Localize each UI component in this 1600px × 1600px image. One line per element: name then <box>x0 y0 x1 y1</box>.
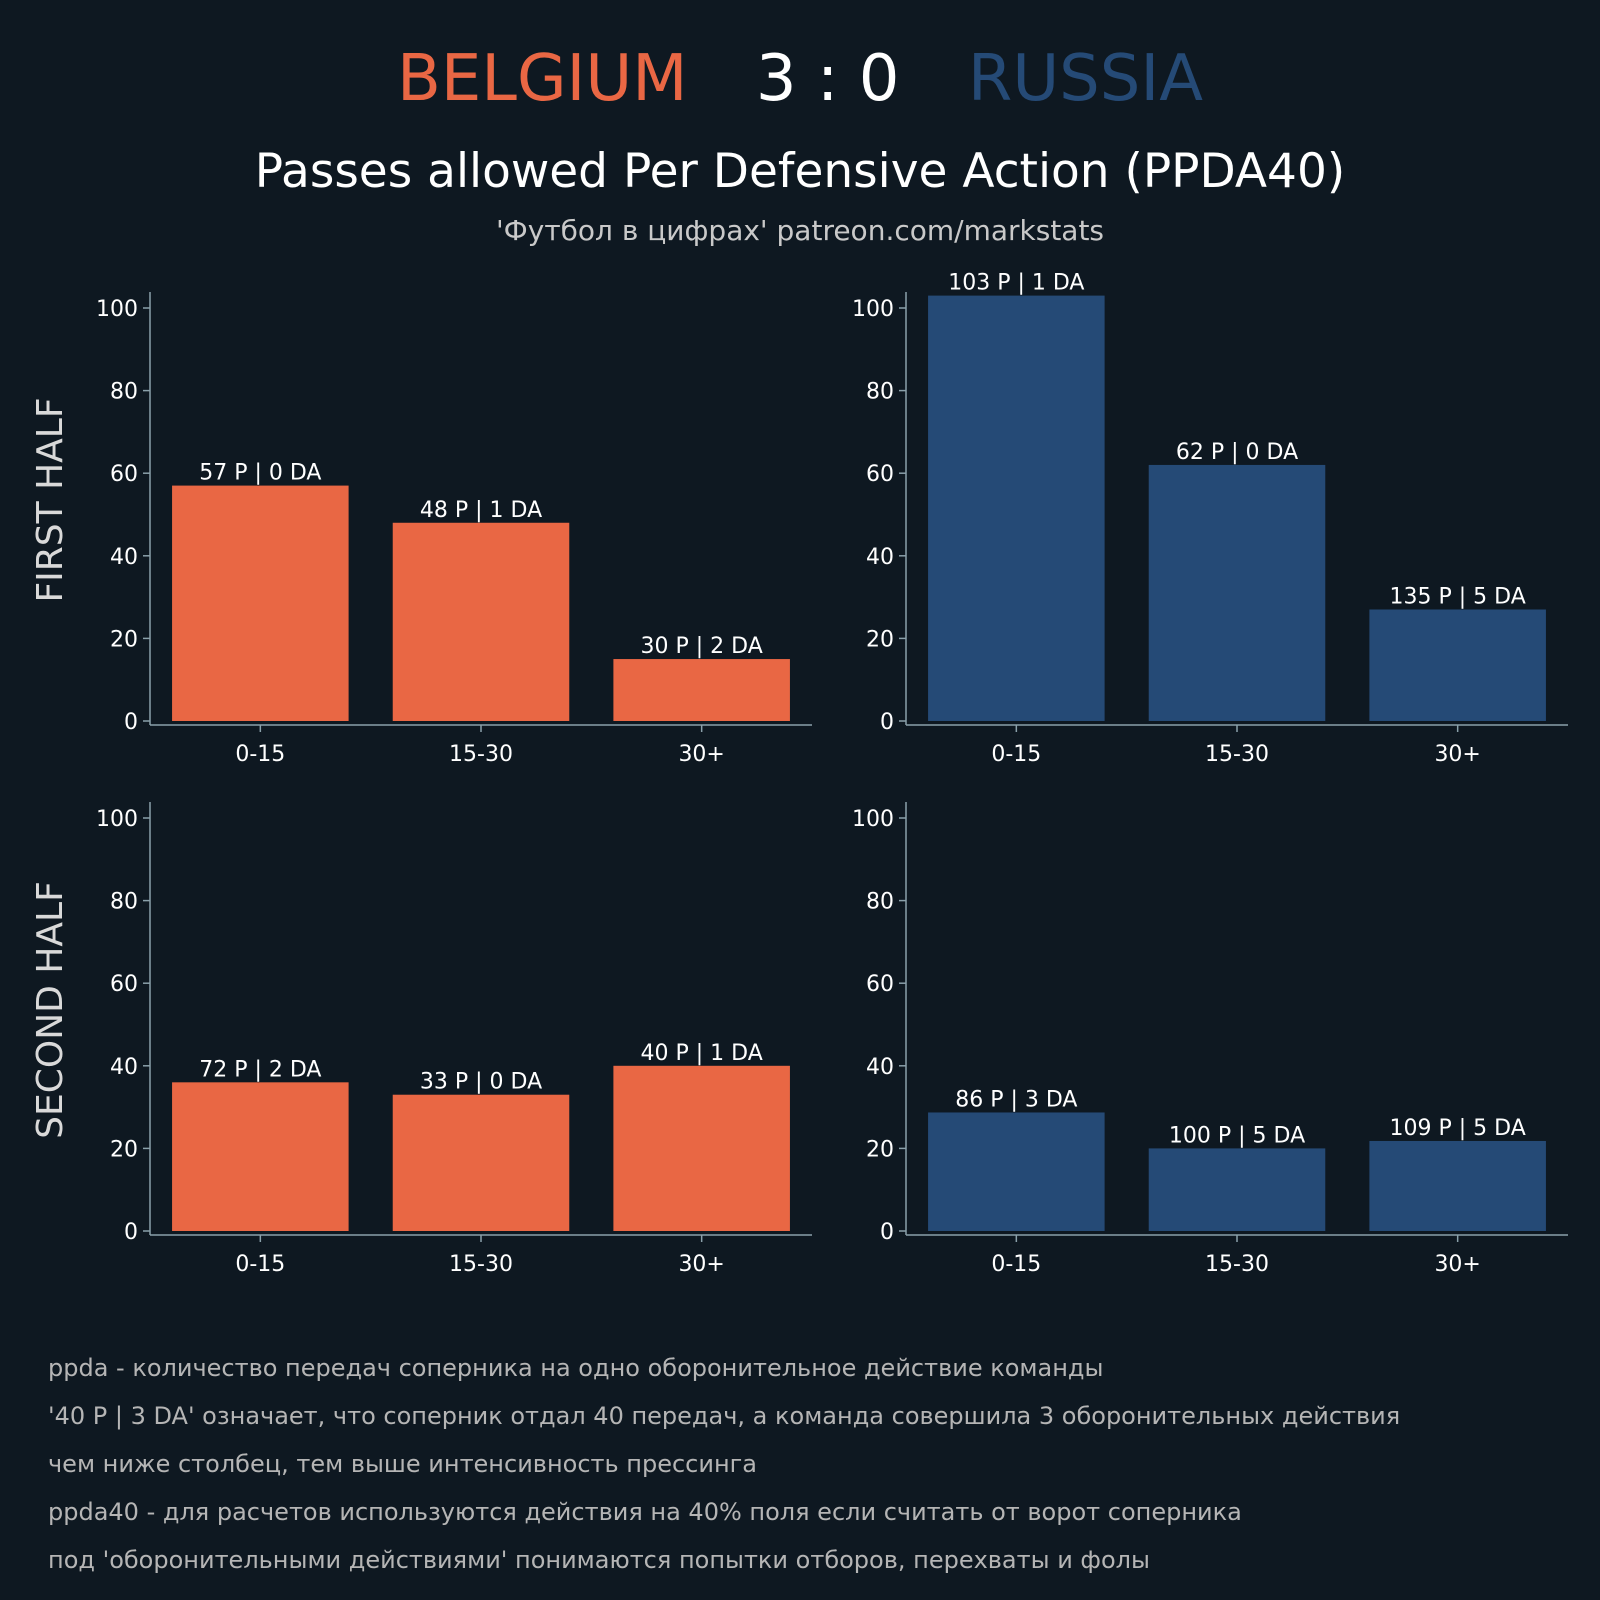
bar-data-label: 72 P | 2 DA <box>199 1057 321 1082</box>
x-tick-label: 30+ <box>678 742 724 767</box>
bar-data-label: 135 P | 5 DA <box>1390 584 1526 609</box>
bar-panel-belgium-first-half: 0 20 40 60 80 100 57 P | 0 DA 0-15 48 P | 1 DA 15… <box>96 292 812 767</box>
y-tick-label: 20 <box>866 627 894 652</box>
x-tick-label: 15-30 <box>1205 1252 1269 1277</box>
bar-data-label: 40 P | 1 DA <box>641 1041 763 1066</box>
y-tick-label: 80 <box>110 380 138 405</box>
bar-0-15 <box>928 1112 1105 1231</box>
note-line: чем ниже столбец, тем выше интенсивность… <box>48 1450 757 1478</box>
bar-data-label: 33 P | 0 DA <box>420 1070 542 1095</box>
x-tick-label: 15-30 <box>449 742 513 767</box>
y-tick-label: 40 <box>110 1055 138 1080</box>
y-tick-label: 100 <box>96 297 138 322</box>
team-away: RUSSIA <box>968 42 1203 116</box>
bar-panel-russia-first-half: 0 20 40 60 80 100 103 P | 1 DA 0-15 62 P | 0 DA 1… <box>852 271 1568 767</box>
bar-0-15 <box>172 1082 349 1231</box>
chart-subtitle: 'Футбол в цифрах' patreon.com/markstats <box>496 214 1104 247</box>
bar-panel-russia-second-half: 0 20 40 60 80 100 86 P | 3 DA 0-15 100 P | 5 DA 1… <box>852 802 1568 1277</box>
bar-data-label: 30 P | 2 DA <box>641 634 763 659</box>
x-tick-label: 30+ <box>1434 1252 1480 1277</box>
bar-30+ <box>613 1065 790 1231</box>
x-tick-label: 0-15 <box>235 742 285 767</box>
bar-data-label: 109 P | 5 DA <box>1390 1116 1526 1141</box>
x-tick-label: 30+ <box>1434 742 1480 767</box>
y-tick-label: 80 <box>866 380 894 405</box>
bar-0-15 <box>172 485 349 721</box>
note-line: ppda40 - для расчетов используются дейст… <box>48 1498 1242 1526</box>
y-tick-label: 100 <box>852 297 894 322</box>
bar-data-label: 57 P | 0 DA <box>199 461 321 486</box>
bar-data-label: 100 P | 5 DA <box>1169 1123 1305 1148</box>
x-tick-label: 15-30 <box>1205 742 1269 767</box>
y-tick-label: 0 <box>124 1220 138 1245</box>
note-line: под 'оборонительными действиями' понимаю… <box>48 1546 1150 1574</box>
bar-30+ <box>1369 1140 1546 1231</box>
bar-15-30 <box>392 1094 570 1231</box>
bar-30+ <box>613 659 790 721</box>
y-tick-label: 60 <box>110 462 138 487</box>
score: 3 : 0 <box>756 42 900 116</box>
note-line: ppda - количество передач соперника на о… <box>48 1354 1103 1382</box>
y-tick-label: 40 <box>866 1055 894 1080</box>
y-tick-label: 60 <box>866 972 894 997</box>
bar-panel-belgium-second-half: 0 20 40 60 80 100 72 P | 2 DA 0-15 33 P | 0 DA 15… <box>96 802 812 1277</box>
note-line: '40 P | 3 DA' означает, что соперник отд… <box>48 1402 1400 1430</box>
y-tick-label: 0 <box>124 710 138 735</box>
y-tick-label: 80 <box>110 890 138 915</box>
y-tick-label: 80 <box>866 890 894 915</box>
y-tick-label: 100 <box>852 807 894 832</box>
y-tick-label: 40 <box>866 545 894 570</box>
y-tick-label: 20 <box>110 1137 138 1162</box>
bar-15-30 <box>392 522 570 721</box>
row-label-first-half: FIRST HALF <box>30 397 71 602</box>
y-tick-label: 60 <box>110 972 138 997</box>
y-tick-label: 40 <box>110 545 138 570</box>
chart-title: Passes allowed Per Defensive Action (PPD… <box>255 144 1345 199</box>
x-tick-label: 0-15 <box>991 742 1041 767</box>
row-label-second-half: SECOND HALF <box>30 881 71 1139</box>
x-tick-label: 0-15 <box>991 1252 1041 1277</box>
bar-15-30 <box>1148 464 1326 721</box>
y-tick-label: 0 <box>880 710 894 735</box>
bar-data-label: 103 P | 1 DA <box>948 271 1084 296</box>
notes: ppda - количество передач соперника на о… <box>48 1354 1400 1574</box>
y-tick-label: 60 <box>866 462 894 487</box>
y-tick-label: 100 <box>96 807 138 832</box>
x-tick-label: 30+ <box>678 1252 724 1277</box>
bar-data-label: 48 P | 1 DA <box>420 498 542 523</box>
bar-data-label: 86 P | 3 DA <box>955 1087 1077 1112</box>
bar-15-30 <box>1148 1148 1326 1231</box>
x-tick-label: 0-15 <box>235 1252 285 1277</box>
chart-panels: 0 20 40 60 80 100 57 P | 0 DA 0-15 48 P | 1 DA 15… <box>96 271 1568 1277</box>
y-tick-label: 20 <box>110 627 138 652</box>
match-score-line: BELGIUM 3 : 0 RUSSIA <box>397 42 1203 116</box>
bar-0-15 <box>928 295 1105 721</box>
bar-30+ <box>1369 609 1546 721</box>
y-tick-label: 0 <box>880 1220 894 1245</box>
team-home: BELGIUM <box>397 42 688 116</box>
x-tick-label: 15-30 <box>449 1252 513 1277</box>
bar-data-label: 62 P | 0 DA <box>1176 440 1298 465</box>
y-tick-label: 20 <box>866 1137 894 1162</box>
